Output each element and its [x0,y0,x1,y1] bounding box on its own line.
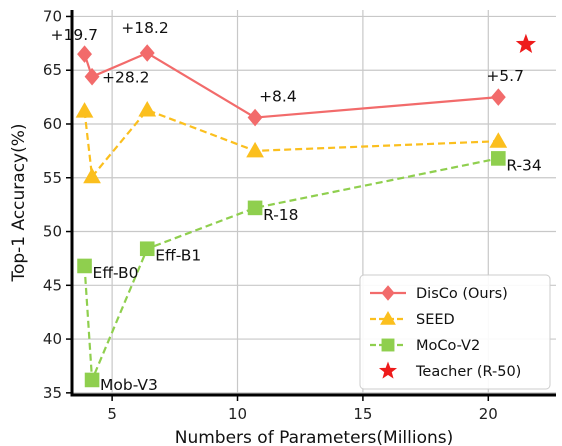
annotation-label: R-34 [506,156,541,174]
legend-marker [378,361,398,379]
legend-label: DisCo (Ours) [416,286,508,302]
annotation-label: +18.2 [121,19,168,37]
x-tick-label: 15 [353,405,372,423]
legend-label: SEED [416,312,455,328]
annotation-label: +19.7 [51,26,99,44]
annotation-label: +8.4 [259,88,297,106]
annotation-label: +5.7 [486,67,524,85]
data-point-1-1 [83,167,101,184]
legend-label: Teacher (R-50) [415,364,521,380]
data-point-0-3 [247,108,263,127]
legend-label: MoCo-V2 [416,338,480,354]
y-tick-label: 45 [43,276,62,294]
annotation-label: Eff-B1 [155,247,201,265]
y-tick-label: 35 [43,384,62,402]
data-point-0-4 [490,88,506,106]
data-point-0-0 [77,45,92,63]
grid [72,10,556,395]
data-point-0-2 [139,44,155,62]
ticks: 5 10 15 20 35 40 45 50 55 60 65 70 [43,7,498,423]
y-tick-label: 50 [43,223,62,241]
y-axis-title: Top-1 Accuracy(%) [9,123,29,282]
data-point-1-2 [138,101,157,117]
annotation-label: Mob-V3 [100,376,158,394]
data-point-0-1 [84,67,100,86]
annotation-label: Eff-B0 [93,264,139,282]
data-point-3-0 [515,33,537,54]
annotations: +19.7 +28.2 +18.2 +8.4 +5.7 Eff-B0 Mob-V3 Eff-B… [51,19,542,394]
x-tick-label: 10 [228,405,247,423]
y-tick-label: 65 [43,61,62,79]
data-point-2-4 [491,151,506,166]
x-tick-label: 5 [107,405,117,423]
axes [70,10,556,397]
series-line-1 [83,108,499,178]
annotation-label: +28.2 [102,69,150,87]
annotation-label: R-18 [263,206,298,224]
legend-box [359,274,551,390]
x-axis-title: Numbers of Parameters(Millions) [175,428,454,446]
y-tick-label: 70 [43,7,62,25]
legend-marker [381,285,395,301]
x-tick-label: 20 [479,405,498,423]
data-point-1-4 [489,132,508,148]
y-tick-label: 55 [43,169,62,187]
y-tick-label: 40 [43,330,62,348]
data-point-1-3 [246,141,264,158]
y-tick-label: 60 [43,115,62,133]
legend-marker [381,338,395,352]
data-point-2-2 [139,241,155,257]
data-point-2-0 [77,258,92,274]
data-point-2-3 [247,200,263,216]
markers [75,33,537,388]
legend: DisCo (Ours) SEED MoCo-V2 Teacher (R-50) [359,274,551,390]
data-point-1-0 [75,102,94,118]
data-point-2-1 [84,372,100,388]
legend-marker [380,310,396,325]
